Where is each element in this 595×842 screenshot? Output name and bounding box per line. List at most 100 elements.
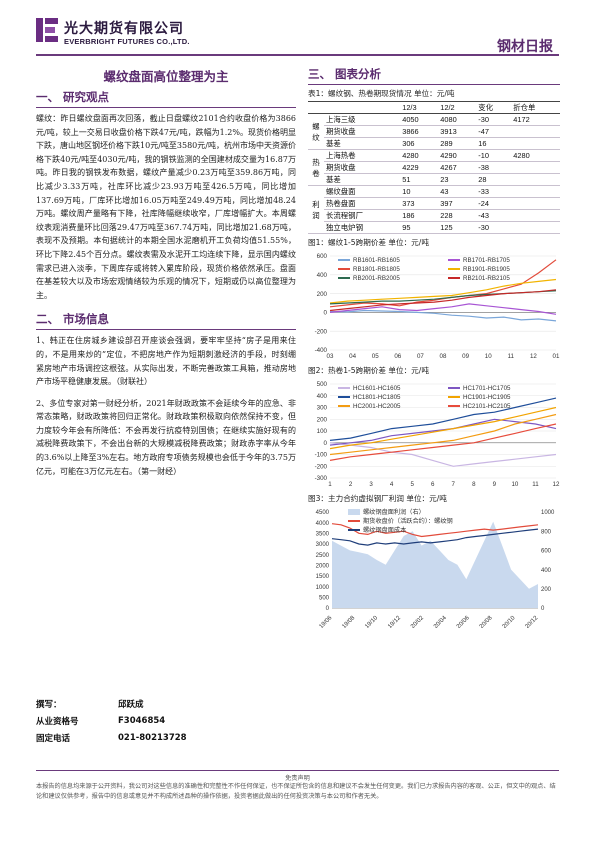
y-tick-label: -200	[315, 328, 328, 335]
table-cell: 4280	[400, 149, 439, 162]
qualification-number: F3046854	[118, 715, 166, 726]
table-header-cell: 变化	[476, 101, 512, 114]
table-cell: 23	[438, 173, 477, 186]
x-tick-label: 7	[452, 481, 456, 488]
table-cell: 期货收盘	[324, 161, 401, 174]
x-tick-label: 20/02	[410, 615, 425, 628]
series-line	[329, 413, 557, 456]
legend-label: 螺纹钢盘面成本	[363, 526, 406, 534]
table-cell: 3866	[400, 125, 439, 138]
x-tick-label: 12	[530, 353, 537, 360]
table-cell	[511, 161, 560, 174]
y-tick-label: 300	[317, 405, 328, 412]
legend-label: RB1901-RB1905	[463, 266, 510, 273]
table-row: 利润 螺纹盘面 10 43 -33	[308, 185, 560, 234]
x-tick-label: 3	[369, 481, 373, 488]
y-tick-label: 400	[317, 272, 328, 279]
phone-row: 固定电话 021-80213728	[36, 729, 296, 746]
spot-futures-table: 12/3 12/2 变化 折仓单 螺纹 上海三级 4050 4080 -30 4172 期货收盘 3…	[308, 101, 560, 234]
section-heading-charts-label: 三、 图表分析	[308, 67, 382, 81]
table-cell: 373	[400, 197, 439, 210]
series-line	[331, 523, 539, 538]
qualification-label: 从业资格号	[36, 716, 79, 727]
legend-label: HC1801-HC1805	[353, 394, 401, 401]
table-cell: 基差	[324, 137, 401, 150]
legend-label: HC2001-HC2005	[353, 403, 401, 410]
y-left-tick-label: 1500	[316, 574, 330, 580]
table-row: 长流程钢厂 186 228 -43	[308, 209, 560, 222]
profit-area	[332, 521, 538, 608]
table-cell: 16	[476, 137, 512, 150]
series-line	[331, 528, 539, 546]
x-tick-label: 4	[390, 481, 394, 488]
y-tick-label: 500	[317, 381, 328, 388]
x-tick-label: 2	[349, 481, 353, 488]
table-cell: 基差	[324, 173, 401, 186]
table-row: 螺纹 上海三级 4050 4080 -30 4172	[308, 113, 560, 150]
x-tick-label: 04	[349, 353, 356, 360]
table-caption: 表1：螺纹钢、热卷期现货情况 单位：元/吨	[308, 89, 455, 98]
series-line	[329, 289, 557, 312]
y-right-tick-label: 0	[541, 606, 545, 612]
legend-swatch	[348, 509, 360, 515]
x-tick-label: 20/10	[502, 615, 517, 628]
table-cell: 289	[438, 137, 477, 150]
table-cell	[511, 209, 560, 222]
table-cell: 4229	[400, 161, 439, 174]
x-tick-label: 1	[328, 481, 332, 488]
y-left-tick-label: 500	[319, 596, 330, 602]
y-right-tick-label: 800	[541, 529, 552, 535]
y-tick-label: 200	[317, 416, 328, 423]
x-tick-label: 20/04	[433, 615, 448, 628]
header-divider	[36, 54, 559, 56]
table-cell: 螺纹盘面	[324, 185, 401, 198]
x-tick-label: 20/06	[456, 615, 471, 628]
x-tick-label: 08	[440, 353, 447, 360]
table-row: 基差 51 23 28	[308, 173, 560, 186]
table-cell: -38	[476, 161, 512, 174]
table-group-label: 热卷	[308, 149, 324, 186]
table-header-cell: 12/2	[438, 101, 477, 114]
rebar-spread-svg: -400 -200 0 200 400 600 03 04 05 06 07 08 09 10 11 12 01…	[315, 253, 560, 360]
phone-number: 021-80213728	[118, 732, 187, 743]
x-tick-label: 12	[553, 481, 560, 488]
x-tick-label: 06	[394, 353, 401, 360]
table-cell	[511, 137, 560, 150]
section-heading-views: 一、 研究观点	[36, 89, 296, 108]
table-cell: 43	[438, 185, 477, 198]
hrc-spread-chart: -300 -200 -100 0 100 200 300 400 500 1 2 3 4 5 6 7 8 9 10 1…	[308, 378, 560, 490]
table-cell: 397	[438, 197, 477, 210]
series-line	[329, 423, 557, 461]
table-cell: 热卷盘面	[324, 197, 401, 210]
table-cell: -24	[476, 197, 512, 210]
table-cell: 4050	[400, 113, 439, 126]
y-left-tick-label: 4500	[316, 510, 330, 516]
y-left-tick-label: 3000	[316, 542, 330, 548]
main-title: 螺纹盘面高位整理为主	[103, 69, 229, 84]
x-tick-label: 9	[493, 481, 497, 488]
news-item-2: 2、多位专家对第一财经分析，2021年财政政策不会延续今年的应急、非常态策略，财…	[36, 398, 296, 476]
table-cell: 306	[400, 137, 439, 150]
right-column: 三、 图表分析 表1：螺纹钢、热卷期现货情况 单位：元/吨 12/3 12/2 变化…	[308, 60, 560, 628]
disclaimer-title: 免责声明	[285, 775, 310, 782]
report-title: 钢材日报	[497, 39, 553, 55]
table-cell: -47	[476, 125, 512, 138]
author-name: 邱跃成	[118, 699, 144, 710]
table-row: 基差 306 289 16	[308, 137, 560, 150]
y-tick-label: 600	[317, 253, 328, 260]
table-header-cell: 折仓单	[511, 101, 560, 114]
x-tick-label: 20/08	[479, 615, 494, 628]
table-row: 期货收盘 4229 4267 -38	[308, 161, 560, 174]
series-line	[329, 309, 557, 322]
section-heading-market: 二、 市场信息	[36, 311, 296, 331]
x-tick-label: 8	[472, 481, 476, 488]
table-cell: 51	[400, 173, 439, 186]
table-cell: 上海热卷	[324, 149, 401, 162]
table-cell: -30	[476, 113, 512, 126]
legend-label: 螺纹钢盘面利润（右）	[363, 508, 425, 516]
table-cell: 10	[400, 185, 439, 198]
table-cell: 期货收盘	[324, 125, 401, 138]
x-tick-label: 10	[511, 481, 518, 488]
table-cell	[511, 173, 560, 186]
company-name-en: EVERBRIGHT FUTURES CO.,LTD.	[64, 37, 190, 46]
